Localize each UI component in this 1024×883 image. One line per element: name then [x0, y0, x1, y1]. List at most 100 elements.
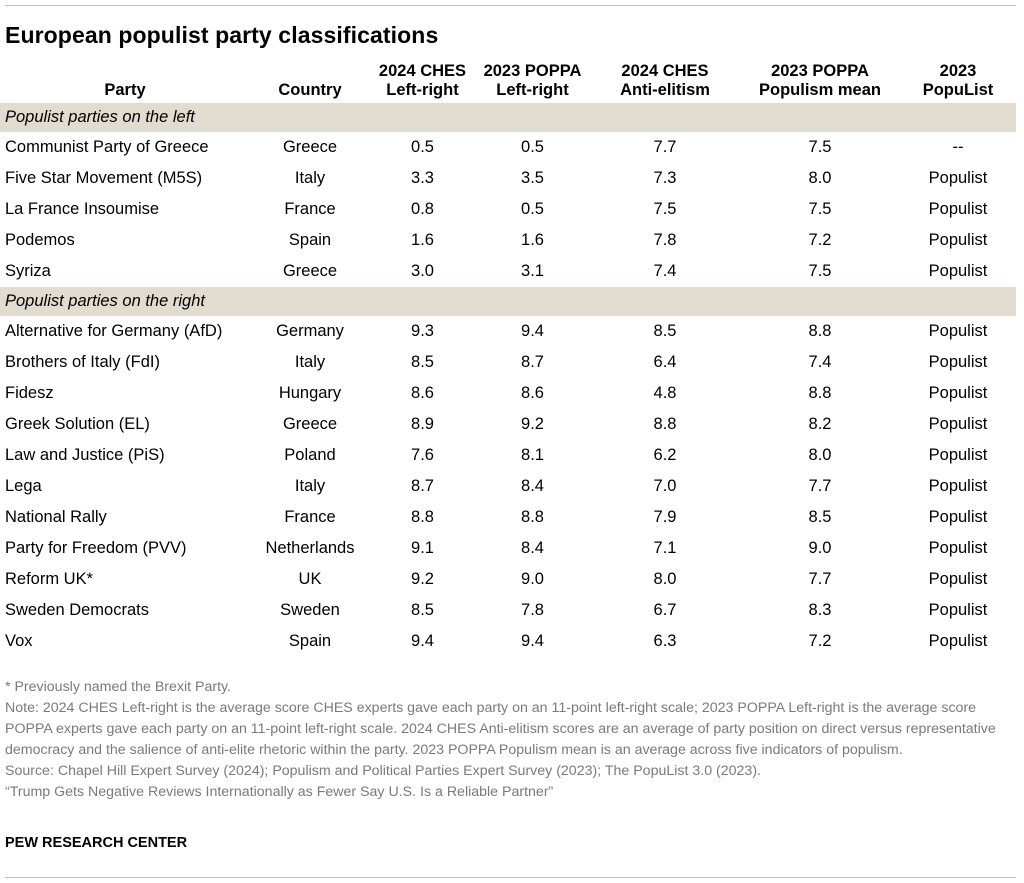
section-header-row: Populist parties on the right — [0, 287, 1016, 316]
party-name: Law and Justice (PiS) — [5, 446, 165, 464]
populist-classification: Populist — [928, 477, 988, 495]
ches-left-right: 9.4 — [411, 632, 434, 650]
ches-left-right: 9.3 — [411, 322, 434, 340]
poppa-populism-mean: 8.2 — [808, 415, 832, 433]
populist-classification: Populist — [928, 353, 988, 371]
poppa-left-right: 9.2 — [521, 415, 544, 433]
ches-left-right: 8.9 — [411, 415, 434, 433]
col-header-poppa-populism-mean: 2023 POPPA Populism mean — [759, 62, 881, 99]
col-header-party: Party — [104, 81, 146, 99]
ches-left-right: 1.6 — [411, 231, 434, 249]
country: Greece — [282, 138, 338, 156]
notes: * Previously named the Brexit Party. Not… — [5, 677, 1015, 803]
poppa-left-right: 9.0 — [521, 570, 544, 588]
populist-classification: Populist — [928, 601, 988, 619]
country: Netherlands — [265, 539, 355, 557]
table-row: Fidesz Hungary 8.6 8.6 4.8 8.8 Populist — [0, 378, 1016, 409]
populist-classification: Populist — [928, 508, 988, 526]
section-label: Populist parties on the left — [0, 103, 1016, 132]
country: Hungary — [278, 384, 342, 402]
poppa-populism-mean: 8.8 — [808, 384, 832, 402]
ches-anti-elitism: 6.4 — [653, 353, 677, 371]
populist-classification: Populist — [928, 570, 988, 588]
party-name: Fidesz — [5, 384, 54, 402]
ches-anti-elitism: 7.7 — [653, 138, 677, 156]
footnote: * Previously named the Brexit Party. — [5, 679, 232, 695]
ches-left-right: 0.5 — [411, 138, 434, 156]
party-name: Lega — [5, 477, 42, 495]
col-header-country: Country — [278, 81, 342, 99]
ches-anti-elitism: 6.2 — [653, 446, 677, 464]
party-name: Communist Party of Greece — [5, 138, 209, 156]
party-name: Five Star Movement (M5S) — [5, 169, 203, 187]
table-row: National Rally France 8.8 8.8 7.9 8.5 Populist — [0, 502, 1016, 533]
source-text: Source: Chapel Hill Expert Survey (2024)… — [5, 763, 761, 779]
ches-anti-elitism: 7.3 — [653, 169, 677, 187]
ches-anti-elitism: 8.8 — [653, 415, 677, 433]
country: Italy — [294, 353, 326, 371]
poppa-left-right: 8.8 — [521, 508, 544, 526]
table-row: La France Insoumise France 0.8 0.5 7.5 7.5 Pop… — [0, 194, 1016, 225]
populist-classification: Populist — [928, 169, 988, 187]
ches-anti-elitism: 7.9 — [653, 508, 677, 526]
populist-classification: Populist — [928, 415, 988, 433]
populist-classification: -- — [952, 138, 964, 156]
ches-anti-elitism: 8.0 — [653, 570, 677, 588]
table-row: Greek Solution (EL) Greece 8.9 9.2 8.8 8.2 Pop… — [0, 409, 1016, 440]
ches-left-right: 8.7 — [411, 477, 434, 495]
populist-classification: Populist — [928, 322, 988, 340]
poppa-populism-mean: 7.2 — [808, 632, 832, 650]
party-name: National Rally — [5, 508, 107, 526]
poppa-populism-mean: 8.5 — [808, 508, 832, 526]
party-name: Sweden Democrats — [5, 601, 149, 619]
table-row: Communist Party of Greece Greece 0.5 0.5 7.7… — [0, 132, 1016, 163]
ches-left-right: 9.1 — [411, 539, 434, 557]
poppa-populism-mean: 7.5 — [808, 200, 832, 218]
poppa-left-right: 3.5 — [521, 169, 544, 187]
country: Sweden — [280, 601, 340, 619]
ches-anti-elitism: 8.5 — [653, 322, 677, 340]
country: Poland — [284, 446, 336, 464]
ches-anti-elitism: 7.4 — [653, 262, 677, 280]
party-name: Podemos — [5, 231, 75, 249]
ches-anti-elitism: 7.8 — [653, 231, 677, 249]
populist-classification: Populist — [928, 200, 988, 218]
poppa-populism-mean: 8.8 — [808, 322, 832, 340]
table-row: Sweden Democrats Sweden 8.5 7.8 6.7 8.3 Populi… — [0, 595, 1016, 626]
poppa-left-right: 1.6 — [521, 231, 544, 249]
ches-left-right: 8.6 — [411, 384, 434, 402]
table-row: Reform UK* UK 9.2 9.0 8.0 7.7 Populist — [0, 564, 1016, 595]
col-header-poppa-left-right: 2023 POPPA Left-right — [483, 62, 582, 99]
poppa-left-right: 8.6 — [521, 384, 544, 402]
party-name: Reform UK* — [5, 570, 94, 588]
ches-left-right: 3.3 — [411, 169, 434, 187]
table-row: Alternative for Germany (AfD) Germany 9.3 9… — [0, 316, 1016, 347]
country: France — [284, 508, 336, 526]
country: France — [284, 200, 336, 218]
populist-classification: Populist — [928, 231, 988, 249]
party-name: Greek Solution (EL) — [5, 415, 150, 433]
ches-anti-elitism: 7.0 — [653, 477, 677, 495]
party-name: Party for Freedom (PVV) — [5, 539, 187, 557]
top-rule — [5, 5, 1016, 6]
party-name: Syriza — [5, 262, 51, 280]
table-row: Law and Justice (PiS) Poland 7.6 8.1 6.2 8.0 P… — [0, 440, 1016, 471]
table-row: Podemos Spain 1.6 1.6 7.8 7.2 Populist — [0, 225, 1016, 256]
populist-classification: Populist — [928, 632, 988, 650]
table-row: Party for Freedom (PVV) Netherlands 9.1 8.4… — [0, 533, 1016, 564]
bottom-rule — [5, 877, 1016, 878]
table-row: Syriza Greece 3.0 3.1 7.4 7.5 Populist — [0, 256, 1016, 287]
poppa-left-right: 3.1 — [521, 262, 544, 280]
poppa-populism-mean: 7.7 — [808, 477, 832, 495]
table-row: Five Star Movement (M5S) Italy 3.3 3.5 7.3 8.… — [0, 163, 1016, 194]
col-header-ches-anti-elitism: 2024 CHES Anti-elitism — [620, 62, 710, 99]
poppa-left-right: 9.4 — [521, 632, 544, 650]
poppa-populism-mean: 7.2 — [808, 231, 832, 249]
poppa-populism-mean: 7.7 — [808, 570, 832, 588]
poppa-left-right: 7.8 — [521, 601, 544, 619]
party-name: Brothers of Italy (FdI) — [5, 353, 160, 371]
poppa-populism-mean: 7.5 — [808, 262, 832, 280]
ches-left-right: 0.8 — [411, 200, 434, 218]
col-header-populist: 2023 PopuList — [922, 62, 994, 99]
poppa-left-right: 8.7 — [521, 353, 544, 371]
